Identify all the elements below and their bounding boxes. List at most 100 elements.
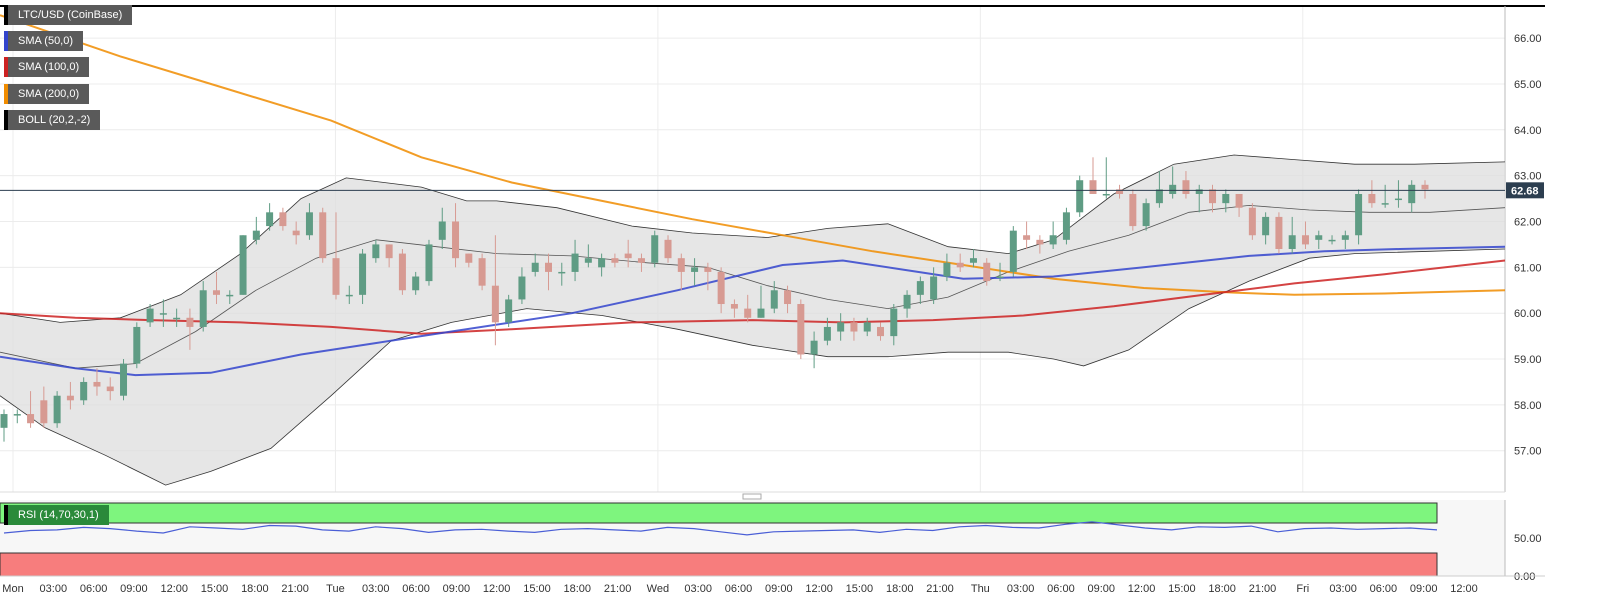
candle-body [717, 271, 725, 305]
candle-body [1155, 189, 1163, 204]
candle-body [1089, 180, 1097, 194]
panel-splitter-handle [742, 493, 762, 500]
candle-body [146, 308, 154, 323]
candle-body [770, 290, 778, 309]
price-tick-label: 58.00 [1514, 400, 1542, 412]
time-tick-label: 18:00 [886, 583, 914, 595]
rsi-tag[interactable]: RSI (14,70,30,1) [4, 505, 109, 525]
candle-body [1023, 235, 1031, 240]
candle-body [332, 258, 340, 295]
candle-body [173, 317, 181, 320]
candle-body [1235, 193, 1243, 208]
candle-body [677, 258, 685, 272]
time-tick-label: 12:00 [160, 583, 188, 595]
candle-body [372, 244, 380, 259]
candle-body [956, 262, 964, 268]
time-tick-label: 09:00 [765, 583, 793, 595]
candle-body [1315, 235, 1323, 240]
candle-body [1421, 184, 1429, 190]
time-tick-label: 15:00 [201, 583, 229, 595]
candle-body [797, 304, 805, 355]
time-tick-label: Fri [1296, 583, 1309, 595]
candle-body [1381, 203, 1389, 205]
time-tick-label: Thu [971, 583, 990, 595]
candle-body [916, 281, 924, 295]
price-tick-label: 59.00 [1514, 354, 1542, 366]
last-price-label: 62.68 [1511, 185, 1539, 197]
indicator-tag-sma100[interactable]: SMA (100,0) [4, 57, 90, 77]
rsi-tick-label: 0.00 [1514, 571, 1535, 583]
indicator-label: SMA (50,0) [18, 35, 74, 47]
candle-body [877, 326, 885, 337]
candle-body [1009, 230, 1017, 272]
candle-body [120, 363, 128, 396]
candle-body [133, 326, 141, 364]
time-tick-label: Wed [647, 583, 669, 595]
indicator-label: SMA (200,0) [18, 88, 80, 100]
candle-body [345, 294, 353, 297]
candle-body [558, 271, 566, 274]
time-tick-label: 21:00 [1249, 583, 1277, 595]
candle-body [1355, 193, 1363, 236]
symbol-tag[interactable]: LTC/USD (CoinBase) [4, 5, 133, 25]
indicator-label: SMA (100,0) [18, 61, 80, 73]
candle-body [1182, 180, 1190, 194]
candle-body [212, 290, 220, 295]
candle-body [93, 381, 101, 387]
candle-body [584, 258, 592, 263]
time-tick-label: 03:00 [684, 583, 712, 595]
rsi-line [3, 521, 1438, 536]
time-tick-label: 03:00 [1329, 583, 1357, 595]
time-tick-label: 03:00 [362, 583, 390, 595]
price-tick-label: 63.00 [1514, 171, 1542, 183]
moving-average-lines [0, 14, 1506, 377]
candle-body [465, 253, 473, 263]
rsi-panel: 50.00 0.00 [0, 500, 1542, 583]
candle-body [13, 414, 21, 416]
candle-body [27, 414, 35, 424]
candle-body [943, 262, 951, 277]
indicator-tag-sma50[interactable]: SMA (50,0) [4, 31, 84, 51]
candle-body [1062, 212, 1070, 240]
time-tick-label: 15:00 [846, 583, 874, 595]
candle-body [199, 290, 207, 327]
price-tick-label: 64.00 [1514, 125, 1542, 137]
candle-body [40, 400, 48, 424]
candle-body [1169, 184, 1177, 194]
candle-body [518, 276, 526, 300]
price-axis: 66.00 65.00 64.00 63.00 62.00 61.00 60.00 59.00… [0, 33, 1544, 500]
candle-body [744, 308, 752, 318]
candle-body [53, 395, 61, 424]
time-tick-label: 06:00 [725, 583, 753, 595]
band-upper [0, 154, 1506, 323]
indicator-label: BOLL (20,2,-2) [18, 114, 91, 126]
time-tick-label: 21:00 [281, 583, 309, 595]
band-middle [0, 204, 1506, 369]
candle-body [0, 414, 8, 428]
time-tick-label: 15:00 [523, 583, 551, 595]
candle-body [425, 244, 433, 282]
candle-body [1049, 235, 1057, 245]
indicator-tag-sma200[interactable]: SMA (200,0) [4, 84, 90, 104]
time-tick-label: 06:00 [1370, 583, 1398, 595]
price-tick-label: 61.00 [1514, 262, 1542, 274]
candle-body [239, 235, 247, 295]
candle-body [863, 322, 871, 332]
candle-body [159, 313, 167, 315]
candle-body [611, 258, 619, 263]
indicator-tag-boll[interactable]: BOLL (20,2,-2) [4, 110, 101, 130]
candle-body [1248, 207, 1256, 236]
candle-body [598, 258, 606, 268]
candle-body [1129, 193, 1137, 227]
candle-body [438, 221, 446, 240]
symbol-label: LTC/USD (CoinBase) [18, 9, 123, 21]
time-tick-label: 15:00 [1168, 583, 1196, 595]
time-tick-label: 06:00 [402, 583, 430, 595]
price-tick-label: 66.00 [1514, 33, 1542, 45]
time-tick-label: 06:00 [1047, 583, 1075, 595]
candle-body [624, 253, 632, 259]
time-tick-label: 12:00 [1450, 583, 1478, 595]
price-tick-label: 62.00 [1514, 216, 1542, 228]
candle-body [385, 244, 393, 259]
